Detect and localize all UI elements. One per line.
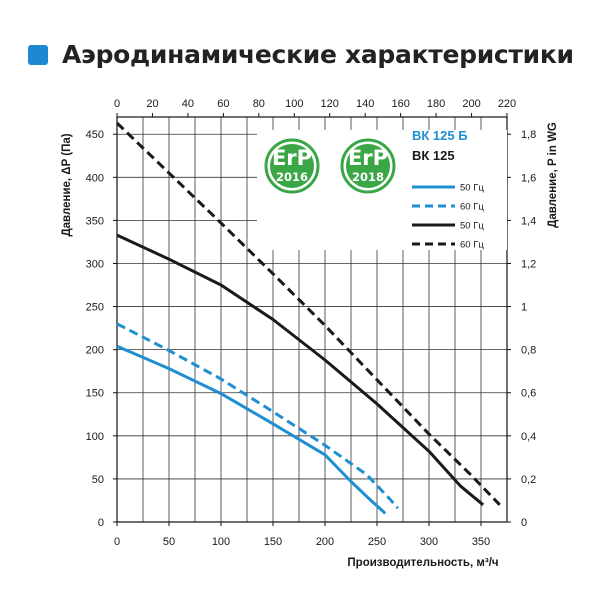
x-tick-label: 300 bbox=[420, 536, 438, 548]
erp-2018-badge-disc bbox=[346, 144, 390, 188]
x2-tick-label: 80 bbox=[253, 98, 265, 110]
model-vk125b-label: ВК 125 Б bbox=[412, 128, 468, 143]
title-block: Аэродинамические характеристики bbox=[28, 40, 574, 69]
y-tick-label: 0 bbox=[98, 517, 104, 529]
x-tick-label: 200 bbox=[316, 536, 334, 548]
legend-label-2: 50 Гц bbox=[460, 221, 484, 232]
y-tick-label: 450 bbox=[86, 129, 104, 141]
x2-tick-label: 200 bbox=[462, 98, 480, 110]
y-tick-label: 400 bbox=[86, 172, 104, 184]
x-tick-label: 250 bbox=[368, 536, 386, 548]
x2-tick-label: 160 bbox=[391, 98, 409, 110]
series-line-1 bbox=[116, 322, 399, 510]
y-tick-label: 100 bbox=[86, 431, 104, 443]
y2-axis-title: Давление, P in WG bbox=[547, 122, 559, 228]
legend-label-0: 50 Гц bbox=[460, 183, 484, 194]
plot-frame bbox=[116, 116, 508, 523]
x2-tick-label: 0 bbox=[114, 98, 120, 110]
erp-2016-badge: ErP 2016 bbox=[264, 138, 320, 194]
y2-tick-label: 1,8 bbox=[521, 129, 536, 141]
y-tick-label: 350 bbox=[86, 215, 104, 227]
x-axis-title: Производительность, м³/ч bbox=[347, 557, 498, 569]
y-tick-label: 250 bbox=[86, 302, 104, 314]
chart-series bbox=[115, 121, 501, 515]
x2-tick-label: 20 bbox=[146, 98, 158, 110]
x-tick-label: 0 bbox=[114, 536, 120, 548]
x2-tick-label: 120 bbox=[321, 98, 339, 110]
x-tick-label: 150 bbox=[264, 536, 282, 548]
y2-tick-label: 0,6 bbox=[521, 388, 536, 400]
y2-tick-label: 0,8 bbox=[521, 345, 536, 357]
y2-tick-label: 1,2 bbox=[521, 258, 536, 270]
y2-tick-label: 0,4 bbox=[521, 431, 536, 443]
y-tick-label: 150 bbox=[86, 388, 104, 400]
y2-tick-label: 0,2 bbox=[521, 474, 536, 486]
model-vk125-label: ВК 125 bbox=[412, 148, 455, 163]
x-tick-label: 350 bbox=[472, 536, 490, 548]
title-bullet-icon bbox=[28, 44, 48, 65]
x-tick-label: 50 bbox=[163, 536, 175, 548]
x2-tick-label: 140 bbox=[356, 98, 374, 110]
y2-tick-label: 0 bbox=[521, 517, 527, 529]
erp-2016-badge-year: 2016 bbox=[276, 170, 308, 184]
series-line-0 bbox=[116, 344, 387, 515]
erp-2018-badge-year: 2018 bbox=[352, 170, 384, 184]
y2-tick-label: 1,4 bbox=[521, 215, 536, 227]
y2-tick-label: 1,6 bbox=[521, 172, 536, 184]
erp-2018-badge: ErP 2018 bbox=[340, 138, 396, 194]
y-tick-label: 300 bbox=[86, 258, 104, 270]
x2-tick-label: 220 bbox=[498, 98, 516, 110]
page-title: Аэродинамические характеристики bbox=[62, 40, 574, 69]
x2-tick-label: 180 bbox=[427, 98, 445, 110]
erp-2018-badge-label: ErP bbox=[348, 146, 388, 170]
legend-label-3: 60 Гц bbox=[460, 240, 484, 251]
x2-tick-label: 100 bbox=[285, 98, 303, 110]
erp-2016-badge-label: ErP bbox=[272, 146, 312, 170]
series-line-2 bbox=[116, 233, 485, 506]
series-line-3 bbox=[115, 121, 501, 506]
x-tick-label: 100 bbox=[212, 536, 230, 548]
y-tick-label: 50 bbox=[92, 474, 104, 486]
legend-label-1: 60 Гц bbox=[460, 202, 484, 213]
x2-tick-label: 60 bbox=[217, 98, 229, 110]
chart-legend: 50 Гц 60 Гц 50 Гц 60 Гц bbox=[412, 183, 484, 251]
y2-tick-label: 1 bbox=[521, 302, 527, 314]
x2-tick-label: 40 bbox=[182, 98, 194, 110]
erp-2016-badge-disc bbox=[270, 144, 314, 188]
y-tick-label: 200 bbox=[86, 345, 104, 357]
y-axis-title: Давление, ΔP (Па) bbox=[61, 133, 73, 236]
